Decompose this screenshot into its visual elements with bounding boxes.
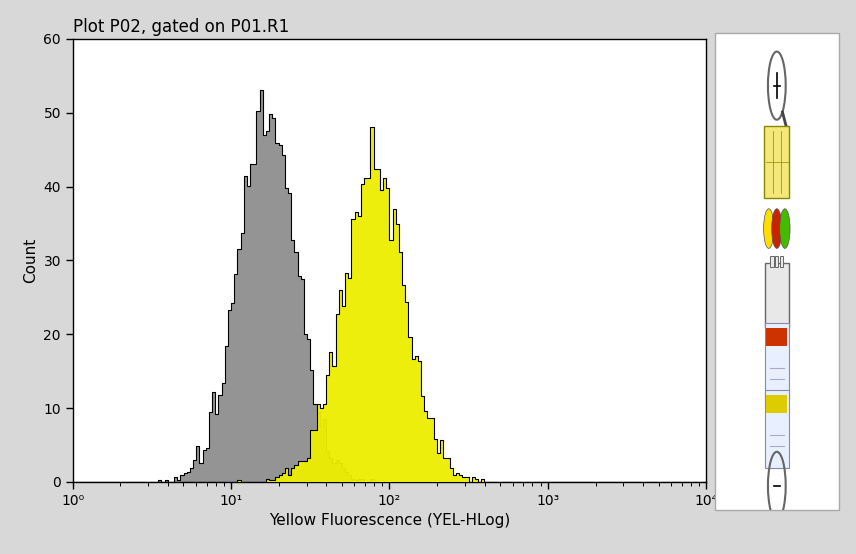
Circle shape [764, 209, 774, 248]
X-axis label: Yellow Fluorescence (YEL-HLog): Yellow Fluorescence (YEL-HLog) [269, 514, 510, 529]
Bar [780, 257, 783, 268]
Text: Plot P02, gated on P01.R1: Plot P02, gated on P01.R1 [73, 18, 289, 36]
Bar [766, 394, 788, 413]
Circle shape [780, 209, 790, 248]
Bar [776, 257, 778, 268]
FancyBboxPatch shape [765, 323, 788, 401]
Circle shape [771, 209, 782, 248]
FancyBboxPatch shape [765, 263, 788, 328]
Y-axis label: Count: Count [23, 238, 38, 283]
Polygon shape [73, 127, 706, 482]
Polygon shape [73, 90, 706, 482]
FancyBboxPatch shape [765, 390, 788, 468]
FancyBboxPatch shape [764, 126, 789, 198]
Bar [770, 257, 774, 268]
FancyBboxPatch shape [715, 33, 839, 510]
Bar [766, 328, 788, 346]
